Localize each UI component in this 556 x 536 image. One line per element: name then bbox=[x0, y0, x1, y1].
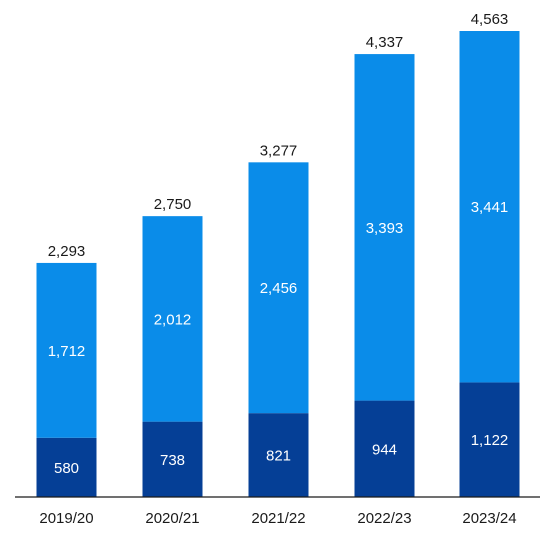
segment-value-label-bottom-4: 1,122 bbox=[471, 432, 509, 449]
bar-segment-top-0 bbox=[36, 262, 97, 438]
x-tick-label-0: 2019/20 bbox=[39, 510, 93, 527]
bar-segment-top-4 bbox=[459, 31, 520, 383]
bar-segment-top-3 bbox=[354, 54, 415, 401]
total-value-label-4: 4,563 bbox=[471, 11, 509, 28]
bar-segment-bottom-0 bbox=[36, 437, 97, 497]
segment-value-label-top-4: 3,441 bbox=[471, 199, 509, 216]
segment-value-label-bottom-0: 580 bbox=[54, 460, 79, 477]
segment-value-label-top-3: 3,393 bbox=[366, 220, 404, 237]
x-tick-label-4: 2023/24 bbox=[462, 510, 516, 527]
segment-value-label-top-0: 1,712 bbox=[48, 343, 86, 360]
segment-value-label-bottom-3: 944 bbox=[372, 441, 397, 458]
segment-value-label-bottom-1: 738 bbox=[160, 452, 185, 469]
total-labels: 2,293 2,750 3,277 4,337 4,563 bbox=[48, 11, 509, 260]
bars bbox=[36, 31, 520, 497]
bar-segment-top-1 bbox=[142, 216, 203, 422]
total-value-label-2: 3,277 bbox=[260, 142, 298, 159]
bar-segment-bottom-1 bbox=[142, 421, 203, 497]
x-axis-tick-labels: 2019/20 2020/21 2021/22 2022/23 2023/24 bbox=[39, 510, 516, 527]
total-value-label-3: 4,337 bbox=[366, 34, 404, 51]
segment-labels: 580 1,712 738 2,012 821 2,456 944 3,393 1,122 3,4… bbox=[48, 199, 509, 477]
segment-value-label-top-2: 2,456 bbox=[260, 280, 298, 297]
total-value-label-1: 2,750 bbox=[154, 196, 192, 213]
total-value-label-0: 2,293 bbox=[48, 243, 86, 260]
x-tick-label-3: 2022/23 bbox=[357, 510, 411, 527]
bar-segment-bottom-2 bbox=[248, 413, 309, 497]
x-tick-label-1: 2020/21 bbox=[145, 510, 199, 527]
segment-value-label-bottom-2: 821 bbox=[266, 448, 291, 465]
bar-segment-bottom-3 bbox=[354, 400, 415, 497]
bar-segment-bottom-4 bbox=[459, 382, 520, 497]
bar-segment-top-2 bbox=[248, 162, 309, 414]
x-tick-label-2: 2021/22 bbox=[251, 510, 305, 527]
segment-value-label-top-1: 2,012 bbox=[154, 311, 192, 328]
